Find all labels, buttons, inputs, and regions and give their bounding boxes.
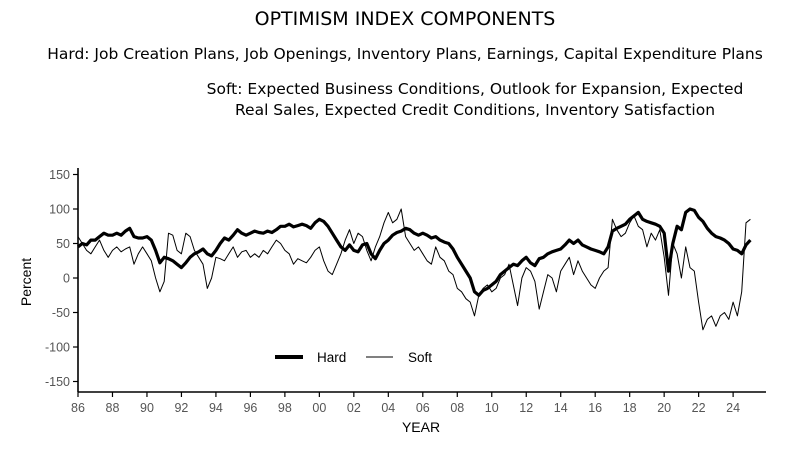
y-tick-label: 0 <box>63 272 70 286</box>
x-tick-label: 90 <box>140 401 154 415</box>
y-axis-label: Percent <box>18 258 34 306</box>
subtitle-soft: Soft: Expected Business Conditions, Outl… <box>206 80 744 119</box>
x-tick-label: 92 <box>174 401 188 415</box>
x-tick-label: 98 <box>278 401 292 415</box>
x-tick-label: 88 <box>106 401 120 415</box>
y-tick-label: -50 <box>52 306 70 320</box>
series-soft-line <box>77 208 751 331</box>
series-hard-line <box>77 207 752 297</box>
legend-hard-label: Hard <box>317 350 346 365</box>
x-tick-label: 00 <box>312 401 326 415</box>
x-tick-label: 22 <box>692 401 706 415</box>
x-tick-label: 18 <box>623 401 637 415</box>
chart-title: OPTIMISM INDEX COMPONENTS <box>254 8 556 30</box>
x-axis-label: YEAR <box>402 419 440 435</box>
legend: Hard Soft <box>275 350 432 365</box>
x-tick-label: 24 <box>726 401 740 415</box>
x-tick-label: 16 <box>588 401 602 415</box>
legend-soft-label: Soft <box>408 350 432 365</box>
x-tick-label: 94 <box>209 401 223 415</box>
y-tick-label: 50 <box>56 237 70 251</box>
x-tick-label: 86 <box>71 401 85 415</box>
x-tick-label: 96 <box>243 401 257 415</box>
y-tick-label: 100 <box>49 203 70 217</box>
x-tick-label: 12 <box>519 401 533 415</box>
x-tick-label: 10 <box>485 401 499 415</box>
x-tick-label: 20 <box>657 401 671 415</box>
y-tick-label: -150 <box>45 375 70 389</box>
y-tick-label: -100 <box>45 341 70 355</box>
y-tick-label: 150 <box>49 168 70 182</box>
x-tick-label: 06 <box>416 401 430 415</box>
x-tick-label: 14 <box>554 401 568 415</box>
x-tick-label: 02 <box>347 401 361 415</box>
x-tick-label: 04 <box>381 401 395 415</box>
subtitle-hard: Hard: Job Creation Plans, Job Openings, … <box>47 45 763 63</box>
x-tick-label: 08 <box>450 401 464 415</box>
